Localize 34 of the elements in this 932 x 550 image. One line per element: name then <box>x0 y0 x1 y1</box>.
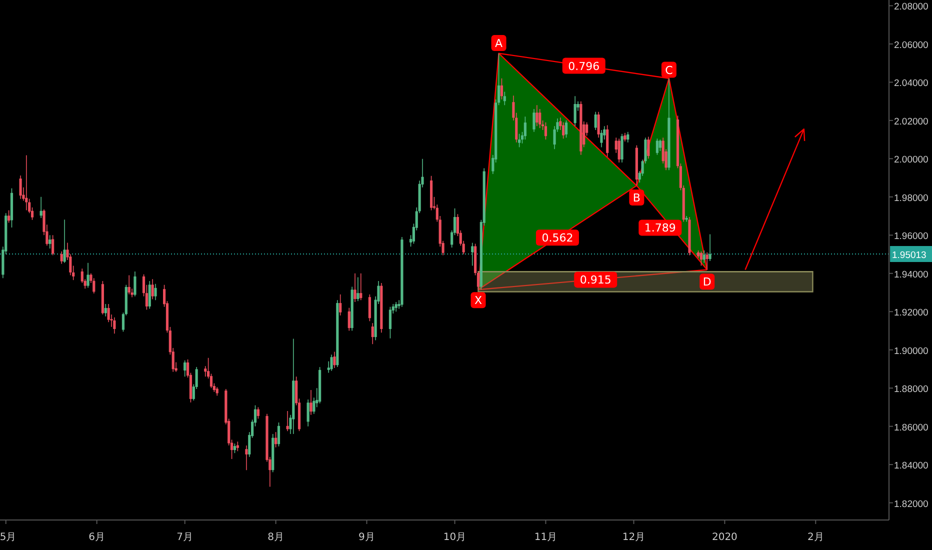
annotation: C <box>665 64 674 77</box>
y-tick-label: 1.88000 <box>894 384 928 396</box>
x-tick-label: 10月 <box>443 532 466 543</box>
x-tick-label: 7月 <box>176 532 194 543</box>
annotation: X <box>474 294 482 308</box>
y-tick-label: 1.84000 <box>894 460 928 472</box>
y-tick-label: 1.82000 <box>894 498 928 510</box>
x-tick-label: 12月 <box>622 532 646 543</box>
y-tick-label: 1.86000 <box>894 422 928 434</box>
x-tick-label: 2020 <box>712 532 738 543</box>
y-tick-label: 2.02000 <box>894 116 928 128</box>
x-tick-label: 2月 <box>807 532 824 543</box>
annotation: B <box>632 191 640 204</box>
y-tick-label: 1.96000 <box>894 231 928 242</box>
x-tick-label: 9月 <box>358 532 375 543</box>
x-tick-label: 6月 <box>88 532 106 543</box>
annotation: 1.789 <box>644 222 676 235</box>
y-tick-label: 1.92000 <box>894 308 928 319</box>
y-tick-label: 2.08000 <box>894 2 928 13</box>
ref-line-label: 1.95013 <box>892 250 926 262</box>
y-tick-label: 1.94000 <box>894 269 928 280</box>
x-tick-label: 5月 <box>0 532 16 543</box>
annotation: 0.796 <box>568 60 600 73</box>
y-tick-label: 1.98000 <box>894 192 928 204</box>
annotation: D <box>702 276 712 289</box>
y-tick-label: 1.90000 <box>894 346 928 357</box>
y-tick-label: 2.04000 <box>894 78 928 90</box>
x-tick-label: 8月 <box>268 532 284 543</box>
y-tick-label: 2.06000 <box>894 40 928 51</box>
annotation: 0.915 <box>580 274 612 287</box>
x-tick-label: 11月 <box>534 532 558 543</box>
annotation: 0.562 <box>542 232 574 245</box>
annotation: A <box>495 37 504 50</box>
y-tick-label: 2.00000 <box>894 154 928 166</box>
